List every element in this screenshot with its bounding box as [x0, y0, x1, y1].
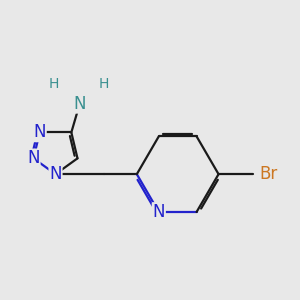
Text: N: N [152, 203, 165, 221]
Text: N: N [27, 149, 40, 167]
Text: N: N [74, 95, 86, 113]
Text: H: H [99, 77, 109, 91]
Text: N: N [33, 123, 46, 141]
Text: Br: Br [260, 165, 278, 183]
Text: H: H [48, 77, 58, 91]
Text: N: N [49, 165, 62, 183]
